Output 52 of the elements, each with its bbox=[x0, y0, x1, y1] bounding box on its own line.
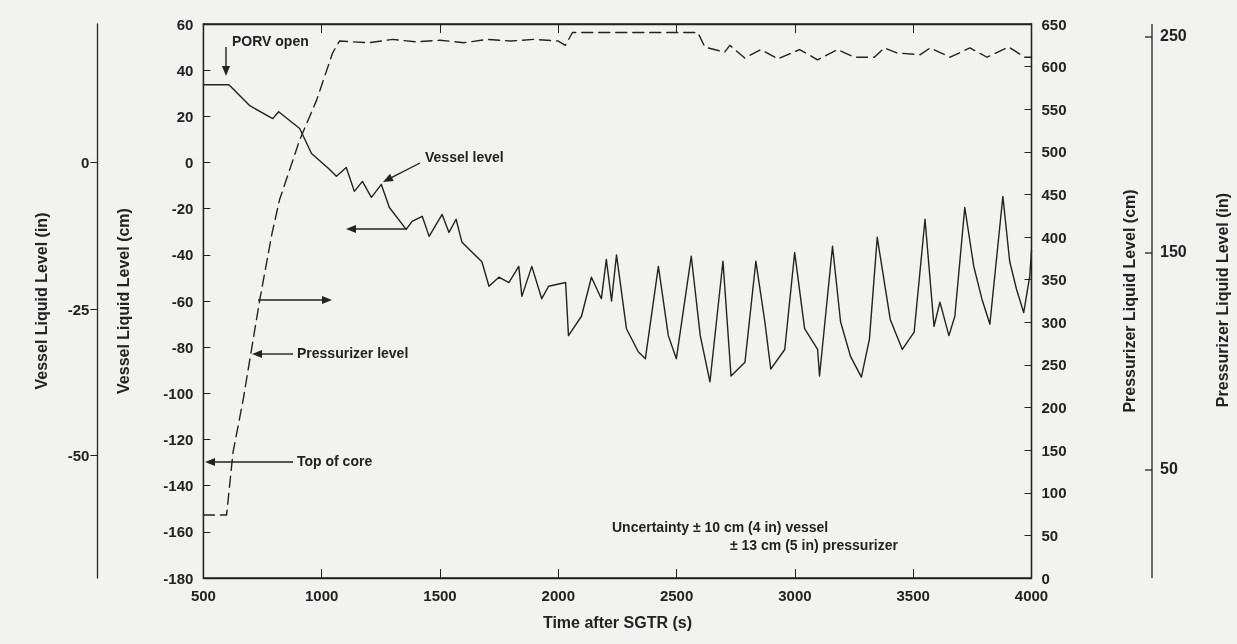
y2-tick-label: 300 bbox=[1041, 313, 1067, 331]
x-tick-label: 4000 bbox=[1014, 587, 1049, 604]
text: 150 bbox=[1160, 243, 1187, 261]
y-tick-label: 40 bbox=[176, 61, 194, 79]
y-tick-label: -20 bbox=[171, 200, 194, 218]
y2-tick-label: 350 bbox=[1041, 271, 1067, 289]
y-tick-label: -120 bbox=[163, 431, 194, 448]
annotation: Uncertainty ± 10 cm (4 in) vessel bbox=[612, 518, 829, 535]
y2-axis-title: Pressurizer Liquid Level (cm) bbox=[1121, 189, 1138, 413]
y-tick-label: 20 bbox=[176, 107, 194, 125]
x-axis-title: Time after SGTR (s) bbox=[542, 613, 692, 631]
text: 50 bbox=[1160, 460, 1178, 478]
y-tick-label: 0 bbox=[185, 154, 194, 171]
y2-tick-label: 100 bbox=[1041, 484, 1067, 502]
y2-tick-label: 150 bbox=[1041, 441, 1067, 459]
x-tick-label: 3000 bbox=[778, 587, 812, 604]
x-tick-label: 1500 bbox=[423, 587, 457, 604]
annotation: Top of core bbox=[297, 452, 373, 469]
text: Pressurizer Liquid Level (in) bbox=[1214, 192, 1232, 408]
y2-tick-label: 450 bbox=[1041, 185, 1067, 203]
y3-axis-title: Vessel Liquid Level (in) bbox=[32, 212, 50, 390]
y2-tick-label: 0 bbox=[1041, 569, 1050, 587]
y-tick-label: -160 bbox=[163, 523, 194, 541]
y2-tick-label: 250 bbox=[1041, 356, 1067, 374]
y-tick-label: -60 bbox=[171, 292, 194, 310]
y2-tick-label: 500 bbox=[1041, 143, 1067, 161]
y2-tick-label: 600 bbox=[1041, 58, 1067, 76]
y-tick-label: 60 bbox=[176, 15, 194, 33]
y2-tick-label: 400 bbox=[1041, 228, 1067, 246]
y2-tick-label: 50 bbox=[1041, 526, 1059, 544]
text: 250 bbox=[1160, 27, 1187, 45]
y2-tick-label: 200 bbox=[1041, 399, 1067, 417]
x-tick-label: 1000 bbox=[305, 587, 339, 604]
annotation: PORV open bbox=[232, 32, 309, 49]
y3-tick-label: -25 bbox=[67, 300, 90, 318]
x-tick-label: 500 bbox=[190, 587, 216, 604]
x-tick-label: 2000 bbox=[541, 587, 575, 604]
y2-tick-label: 550 bbox=[1041, 100, 1067, 118]
y-tick-label: -80 bbox=[171, 338, 194, 356]
y-axis-title: Vessel Liquid Level (cm) bbox=[114, 208, 132, 394]
y-tick-label: -100 bbox=[163, 384, 194, 402]
y3-tick-label: 0 bbox=[81, 153, 90, 171]
y3-tick-label: -50 bbox=[67, 447, 90, 465]
y-tick-label: -140 bbox=[163, 477, 194, 495]
annotation: Vessel level bbox=[425, 148, 504, 165]
y2-tick-label: 650 bbox=[1041, 15, 1067, 33]
x-tick-label: 3500 bbox=[896, 587, 930, 604]
y-tick-label: -180 bbox=[163, 569, 194, 587]
annotation: ± 13 cm (5 in) pressurizer bbox=[730, 536, 899, 553]
y-tick-label: -40 bbox=[171, 246, 194, 264]
annotation: Pressurizer level bbox=[297, 344, 409, 361]
x-tick-label: 2500 bbox=[659, 587, 694, 604]
